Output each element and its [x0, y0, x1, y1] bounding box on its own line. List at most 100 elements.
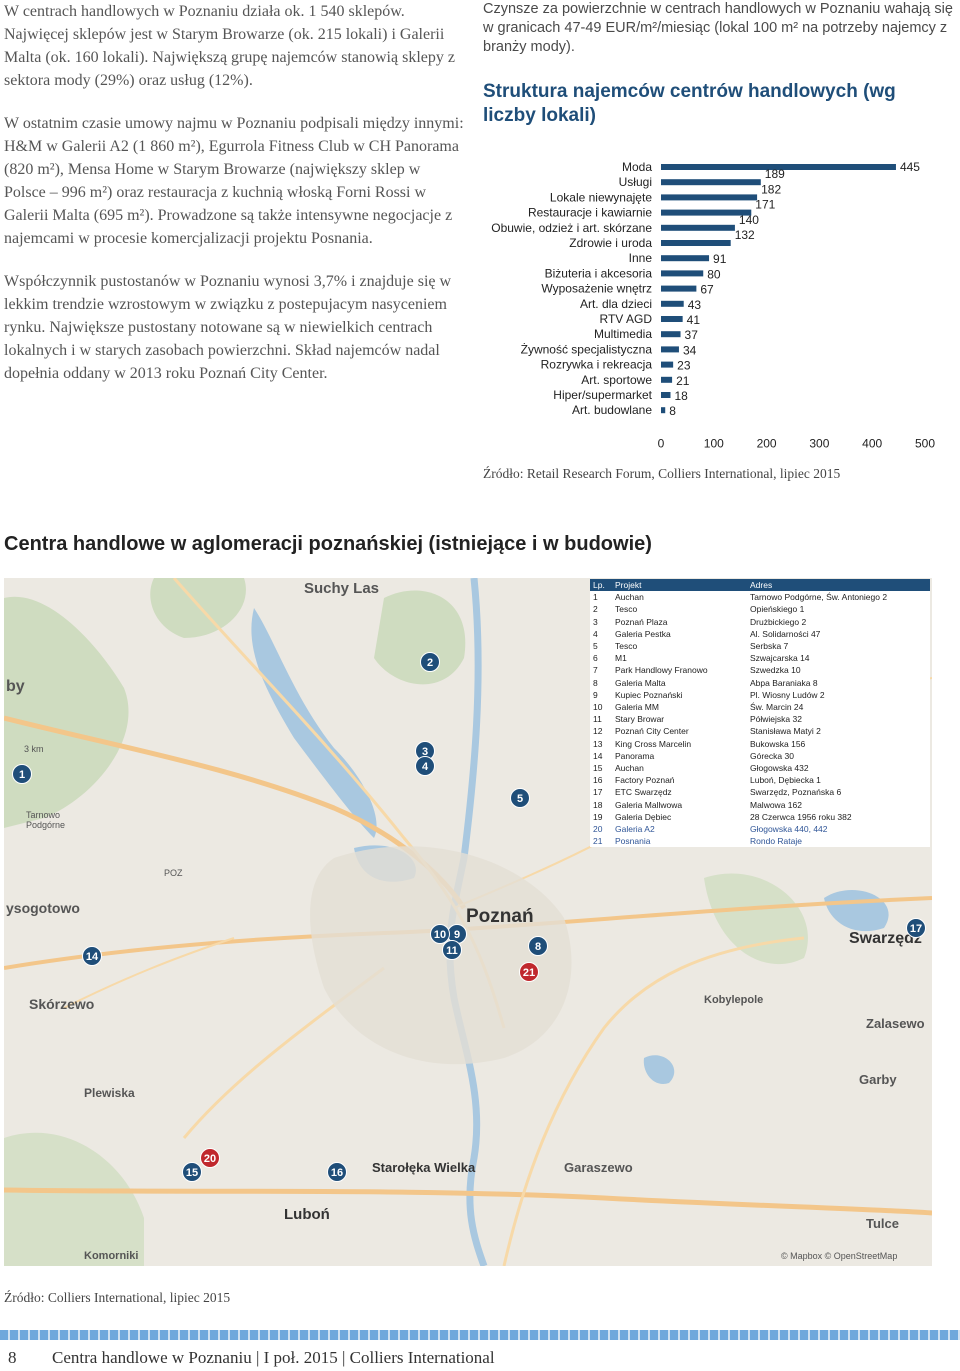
legend-cell-lp: 9: [593, 689, 598, 700]
legend-cell-project: Auchan: [615, 592, 644, 603]
legend-cell-project: M1: [615, 653, 627, 664]
tenant-structure-chart: Moda 445 Usługi 189 Lokale niewynajęte 182 Res…: [491, 160, 935, 450]
legend-cell-lp: 15: [593, 763, 603, 774]
legend-cell-lp: 4: [593, 628, 598, 639]
map-pin-2[interactable]: 2: [420, 652, 440, 672]
value-label: 132: [735, 228, 755, 242]
map-pin-15[interactable]: 15: [182, 1162, 202, 1182]
bar: [661, 346, 679, 353]
legend-cell-address: Stanisława Matyi 2: [750, 726, 821, 737]
category-label: Żywność specjalistyczna: [521, 342, 653, 356]
map-pin-4[interactable]: 4: [415, 756, 435, 776]
category-label: Art. sportowe: [581, 373, 652, 387]
value-label: 67: [700, 283, 714, 297]
bar: [661, 209, 752, 216]
legend-cell-lp: 14: [593, 750, 603, 761]
category-label: Art. budowlane: [572, 403, 652, 417]
legend-cell-project: Galeria A2: [615, 824, 655, 835]
legend-cell-project: Tesco: [615, 641, 638, 652]
value-label: 41: [687, 313, 701, 327]
legend-row: 18 Galeria Mallwowa Malwowa 162: [590, 799, 930, 811]
legend-cell-lp: 13: [593, 738, 603, 749]
legend-row: 14 Panorama Górecka 30: [590, 750, 930, 762]
label-staroleka: Starołęka Wielka: [372, 1160, 476, 1175]
legend-cell-lp: 12: [593, 726, 603, 737]
label-sogotowo: ysogotowo: [6, 900, 80, 916]
map-pin-10[interactable]: 10: [430, 924, 450, 944]
bar: [661, 194, 758, 201]
rent-paragraph: Czynsze za powierzchnie w centrach handl…: [483, 1, 953, 55]
legend-cell-lp: 2: [593, 604, 598, 615]
bar: [661, 240, 731, 246]
map-pin-8[interactable]: 8: [528, 936, 548, 956]
paragraph-vacancy: Współczynnik pustostanów w Poznaniu wyno…: [4, 273, 452, 382]
category-label: Hiper/supermarket: [553, 388, 652, 402]
map-pin-17[interactable]: 17: [906, 918, 926, 938]
value-label: 23: [677, 359, 691, 373]
label-lubon: Luboń: [284, 1206, 330, 1223]
legend-cell-lp: 8: [593, 677, 598, 688]
legend-cell-project: Galeria Pestka: [615, 628, 671, 639]
legend-cell-lp: 20: [593, 824, 603, 835]
legend-cell-address: 28 Czerwca 1956 roku 382: [750, 811, 852, 822]
x-tick-label: 500: [915, 436, 935, 450]
legend-row: 2 Tesco Opieńskiego 1: [590, 603, 930, 615]
legend-row: 10 Galeria MM Św. Marcin 24: [590, 701, 930, 713]
chart-source: Źródło: Retail Research Forum, Colliers …: [483, 466, 841, 481]
legend-cell-address: Tarnowo Podgórne, Św. Antoniego 2: [750, 592, 888, 603]
map-pin-21[interactable]: 21: [519, 962, 539, 982]
legend-cell-lp: 6: [593, 653, 598, 664]
legend-cell-lp: 21: [593, 836, 603, 847]
legend-cell-project: Tesco: [615, 604, 638, 615]
legend-row: 5 Tesco Serbska 7: [590, 640, 930, 652]
value-label: 43: [688, 298, 702, 312]
x-tick-label: 300: [809, 436, 829, 450]
map-source: Źródło: Colliers International, lipiec 2…: [4, 1290, 231, 1305]
map-pin-1[interactable]: 1: [12, 764, 32, 784]
legend-row: 11 Stary Browar Półwiejska 32: [590, 713, 930, 725]
value-label: 91: [713, 252, 727, 266]
label-zalasewo: Zalasewo: [866, 1016, 925, 1031]
map-pin-11[interactable]: 11: [442, 940, 462, 960]
legend-cell-lp: 7: [593, 665, 598, 676]
label-garby: Garby: [859, 1072, 897, 1087]
legend-header-lp: Lp.: [590, 579, 612, 592]
map-pin-14[interactable]: 14: [82, 946, 102, 966]
legend-cell-lp: 16: [593, 775, 603, 786]
map-pin-5[interactable]: 5: [510, 788, 530, 808]
bar: [661, 331, 681, 338]
legend-cell-address: Szwajcarska 14: [750, 653, 810, 664]
category-label: Rozrywka i rekreacja: [541, 358, 653, 372]
x-tick-label: 0: [658, 436, 665, 450]
legend-cell-address: Górecka 30: [750, 750, 794, 761]
map-legend-table: Lp. Projekt Adres 1 Auchan Tarnowo Podgórn…: [590, 579, 930, 848]
map-pin-20[interactable]: 20: [200, 1148, 220, 1168]
paragraph-leases: W ostatnim czasie umowy najmu w Poznaniu…: [4, 115, 464, 247]
legend-row: 21 Posnania Rondo Rataje: [590, 835, 930, 847]
value-label: 445: [900, 160, 920, 174]
category-label: Wyposażenie wnętrz: [541, 282, 652, 296]
value-label: 34: [683, 343, 697, 357]
legend-row: 19 Galeria Dębiec 28 Czerwca 1956 roku 382: [590, 811, 930, 823]
label-3km: 3 km: [24, 744, 44, 754]
legend-cell-lp: 1: [593, 592, 598, 603]
legend-row: 7 Park Handlowy Franowo Szwedzka 10: [590, 664, 930, 676]
bar: [661, 316, 683, 322]
legend-cell-lp: 3: [593, 616, 598, 627]
legend-cell-project: Auchan: [615, 763, 644, 774]
legend-cell-address: Opieńskiego 1: [750, 604, 805, 615]
category-label: Biżuteria i akcesoria: [545, 266, 653, 280]
x-tick-label: 400: [862, 436, 882, 450]
category-label: Art. dla dzieci: [580, 297, 652, 311]
category-label: Restauracje i kawiarnie: [528, 206, 652, 220]
legend-cell-address: Abpa Baraniaka 8: [750, 677, 818, 688]
footer-bar: [0, 1330, 960, 1340]
left-text-column: W centrach handlowych w Poznaniu działa …: [4, 0, 464, 405]
label-tulce: Tulce: [866, 1216, 899, 1231]
bar: [661, 224, 735, 231]
map-title: Centra handlowe w aglomeracji poznańskie…: [4, 533, 652, 555]
legend-cell-lp: 5: [593, 641, 598, 652]
legend-cell-address: Al. Solidarności 47: [750, 628, 821, 639]
map-pin-16[interactable]: 16: [327, 1162, 347, 1182]
bar: [661, 300, 684, 307]
